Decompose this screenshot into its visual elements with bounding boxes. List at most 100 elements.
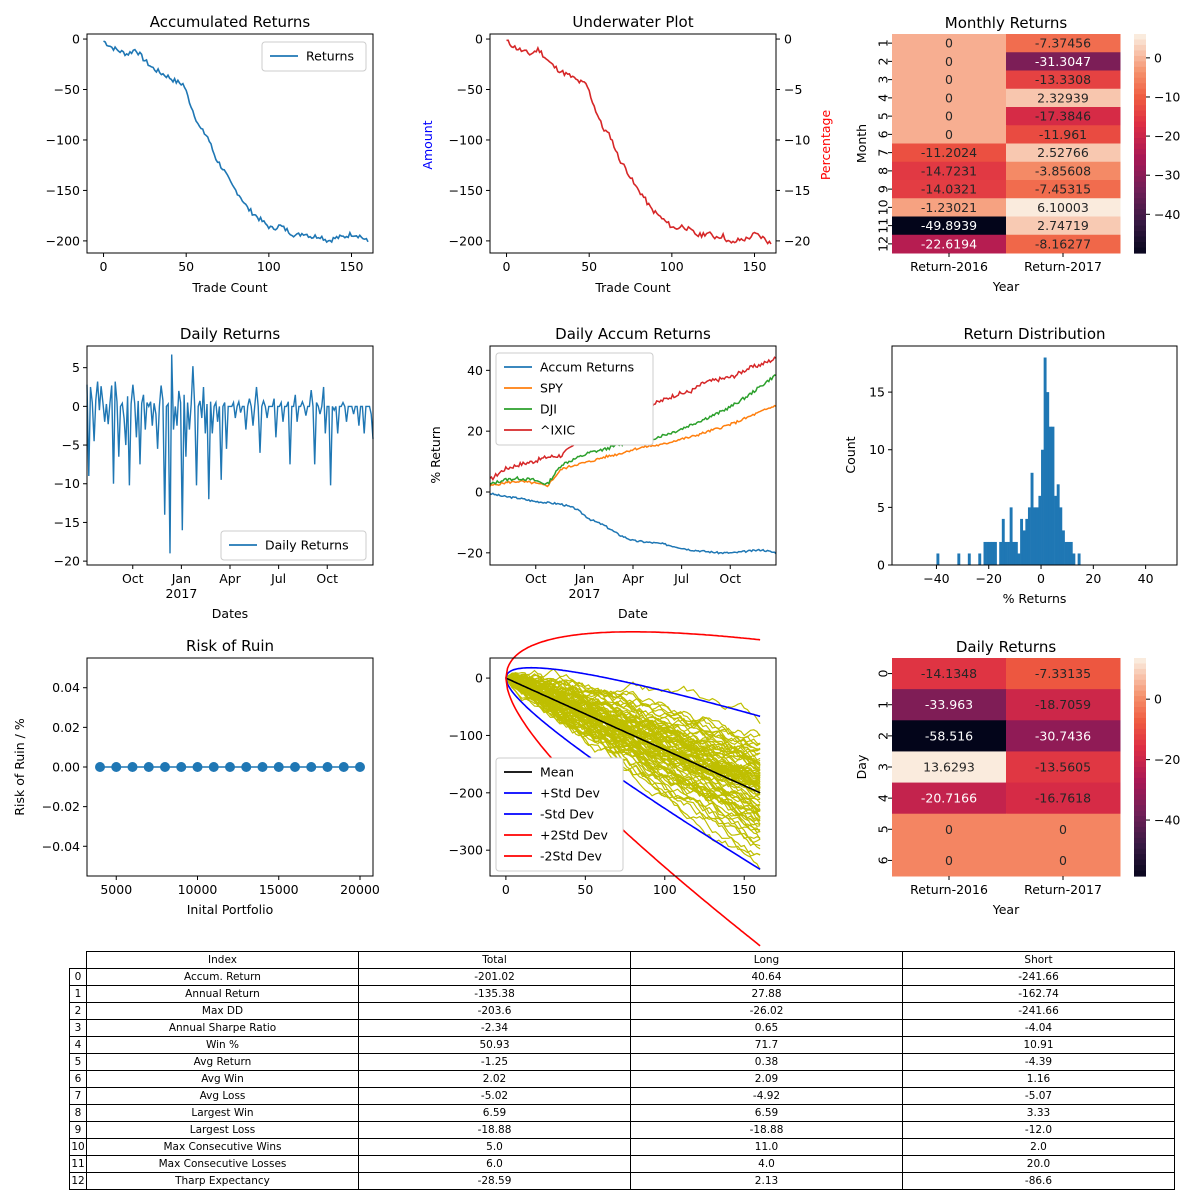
underwater-line — [506, 39, 772, 245]
ruin-ytick-label: −0.04 — [42, 839, 80, 854]
dailyheat-colorbar-seg — [1134, 756, 1146, 763]
monthly-colorbar-seg — [1134, 88, 1146, 95]
mc-legend — [495, 757, 624, 872]
dailyheat-colorbar-seg — [1134, 843, 1146, 850]
mc-stat-line — [505, 677, 761, 794]
dist-bar — [1012, 541, 1016, 565]
mc-xtick-label: 150 — [732, 882, 756, 897]
monthly-cell — [1006, 107, 1121, 126]
daily-xtick-label: Apr — [219, 571, 241, 586]
dist-bar — [1059, 507, 1063, 565]
daily-accum-xtick-label: Apr — [622, 571, 644, 586]
mc-stat-line — [505, 666, 761, 718]
monthly-ytick-label: 1 — [876, 39, 891, 47]
dist-bar — [1033, 507, 1037, 565]
monthly-cell — [1006, 234, 1121, 254]
ruin-xtick-label: 20000 — [340, 882, 380, 897]
table-row: 10 Max Consecutive Wins 5.0 11.0 2.0 — [69, 1138, 1175, 1156]
dist-ytick-label: 15 — [869, 385, 885, 400]
monthly-colorbar-seg — [1134, 170, 1146, 177]
table-long-cell: -4.92 — [630, 1087, 903, 1105]
monthly-colorbar-label: −30 — [1154, 168, 1180, 183]
ruin-point — [225, 762, 235, 772]
dailyheat-cell-label: -14.1348 — [921, 666, 977, 681]
dailyheat-colorbar-seg — [1134, 696, 1146, 703]
table-row: 0 Accum. Return -201.02 40.64 -241.66 — [69, 968, 1175, 986]
dailyheat-cell — [892, 782, 1007, 815]
dailyheat-cell-label: -13.5605 — [1035, 760, 1091, 775]
monthly-colorbar-seg — [1134, 231, 1146, 238]
dailyheat-colorbar-seg — [1134, 750, 1146, 757]
daily-accum-legend — [495, 352, 654, 446]
ruin-point — [176, 762, 187, 772]
accum-xtick-label: 0 — [100, 259, 108, 274]
underwater-title: Underwater Plot — [572, 13, 693, 31]
table-row-index: 8 — [69, 1104, 87, 1122]
dailyheat-colorbar-seg — [1134, 816, 1146, 823]
dailyheat-colorbar-seg — [1134, 690, 1146, 697]
dailyheat-cell — [892, 720, 1007, 752]
monthly-ytick-label: 8 — [876, 167, 891, 175]
monthly-cell — [892, 52, 1007, 71]
monthly-colorbar-seg — [1134, 176, 1146, 183]
dailyheat-cell — [1006, 689, 1121, 721]
ruin-ytick-label: 0.02 — [52, 720, 80, 735]
table-metric-cell: Tharp Expectancy — [86, 1172, 359, 1190]
table-metric-cell: Max DD — [86, 1002, 359, 1020]
underwater-ytick-label: −200 — [449, 233, 483, 248]
monthly-colorbar-seg — [1134, 50, 1146, 57]
underwater-xtick-label: 100 — [660, 259, 684, 274]
accum-ytick-label: −200 — [46, 233, 80, 248]
dailyheat-colorbar-seg — [1134, 723, 1146, 730]
dist-bar — [1067, 541, 1071, 565]
table-row: 7 Avg Loss -5.02 -4.92 -5.07 — [69, 1087, 1175, 1105]
dailyheat-colorbar-seg — [1134, 767, 1146, 774]
dailyheat-colorbar-seg — [1134, 772, 1146, 779]
table-metric-cell: Max Consecutive Wins — [86, 1138, 359, 1156]
mc-frame — [489, 657, 777, 877]
table-total-cell: 50.93 — [358, 1036, 631, 1054]
table-long-cell: 0.65 — [630, 1019, 903, 1037]
mc-legend-label: +Std Dev — [540, 786, 601, 801]
monthly-cell-label: -8.16277 — [1035, 236, 1091, 251]
daily-ytick-label: −15 — [54, 515, 80, 530]
monthly-cell — [892, 88, 1007, 108]
daily-xlabel: Dates — [212, 606, 248, 621]
dist-ylabel: Count — [843, 436, 858, 473]
ruin-xtick-label: 5000 — [100, 882, 132, 897]
monthly-cell — [892, 180, 1007, 199]
table-total-cell: -201.02 — [358, 968, 631, 986]
table-short-cell: 20.0 — [902, 1155, 1175, 1173]
dailyheat-title: Daily Returns — [956, 638, 1056, 656]
dailyheat-colorbar-seg — [1134, 685, 1146, 692]
underwater-frame — [489, 33, 777, 254]
dist-bar — [1056, 484, 1060, 565]
monthly-cell-label: 0 — [945, 36, 953, 51]
dist-bar — [988, 541, 992, 565]
dailyheat-ylabel: Day — [854, 754, 869, 779]
table-header-cell: Index — [86, 951, 359, 969]
underwater-right-ytick-label: −15 — [784, 183, 810, 198]
table-row-index: 3 — [69, 1019, 87, 1037]
dist-bar — [1020, 518, 1024, 565]
dist-bar — [1025, 518, 1029, 565]
dailyheat-colorbar-seg — [1134, 663, 1146, 670]
monthly-colorbar-seg — [1134, 154, 1146, 161]
monthly-cell — [1006, 125, 1121, 144]
ruin-ytick-label: −0.02 — [42, 799, 80, 814]
mc-ytick-label: −100 — [449, 728, 483, 743]
table-row-index: 4 — [69, 1036, 87, 1054]
monthly-colorbar-seg — [1134, 44, 1146, 52]
mc-sim-path — [505, 676, 761, 770]
dailyheat-cell-label: -16.7618 — [1035, 791, 1091, 806]
ruin-point — [273, 762, 284, 772]
accum-xtick-label: 100 — [257, 259, 281, 274]
table-short-cell: 2.0 — [902, 1138, 1175, 1156]
ruin-point — [208, 762, 219, 772]
monthly-ytick-label: 11 — [876, 218, 891, 234]
monthly-ytick-label: 2 — [876, 57, 891, 65]
monthly-cell — [1006, 143, 1121, 163]
dailyheat-xtick-label: Return-2016 — [910, 882, 988, 897]
accum-legend-label: Returns — [306, 49, 354, 64]
